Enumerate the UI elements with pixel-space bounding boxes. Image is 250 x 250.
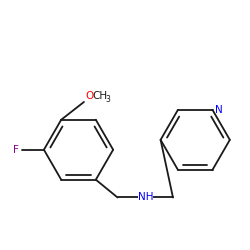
Text: NH: NH: [138, 192, 153, 202]
Text: 3: 3: [106, 95, 110, 104]
Text: N: N: [216, 105, 223, 115]
Text: F: F: [13, 145, 19, 155]
Text: O: O: [85, 91, 93, 101]
Text: CH: CH: [93, 91, 108, 101]
